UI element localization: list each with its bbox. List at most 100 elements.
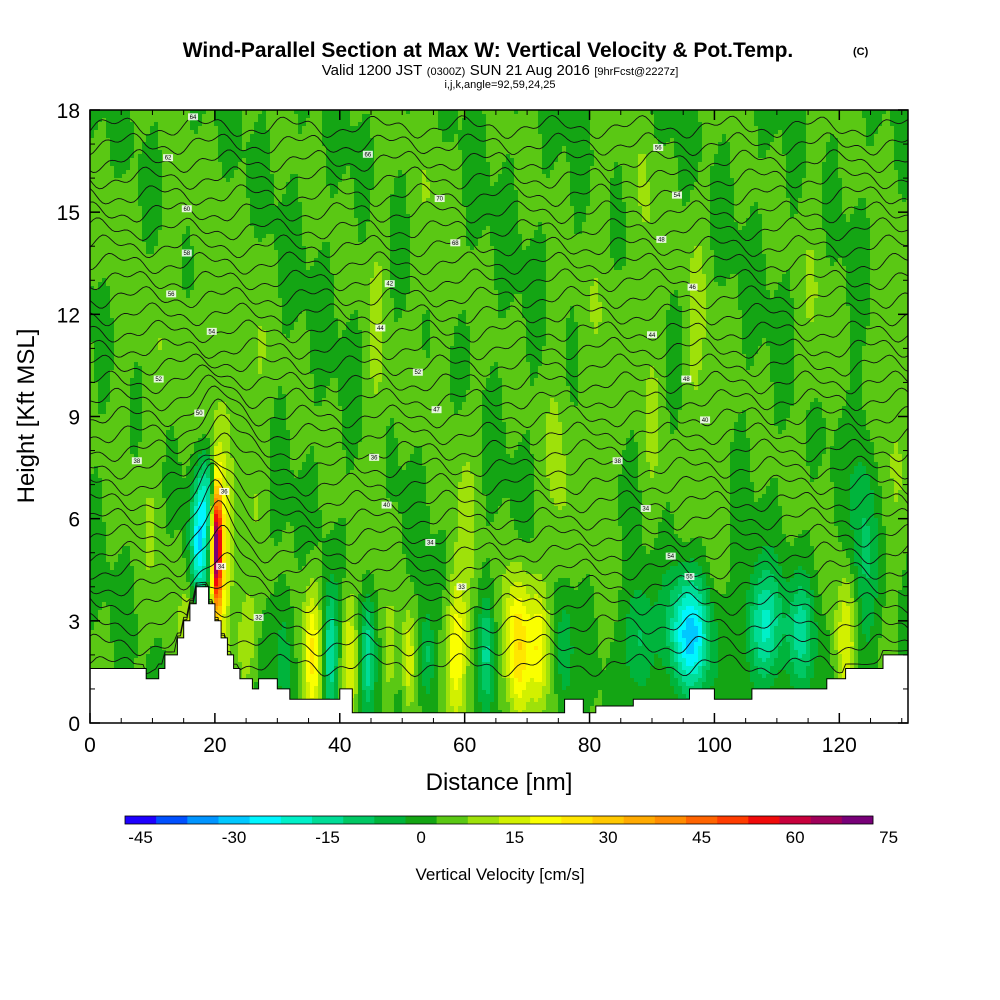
velocity-cell (150, 242, 155, 247)
velocity-cell (162, 350, 167, 355)
velocity-cell (118, 210, 123, 215)
velocity-cell (134, 158, 139, 163)
velocity-cell (110, 514, 115, 519)
velocity-cell (182, 142, 187, 147)
velocity-cell (130, 630, 135, 635)
velocity-cell (118, 194, 123, 199)
velocity-cell (198, 234, 203, 239)
velocity-cell (98, 130, 103, 135)
velocity-cell (182, 422, 187, 427)
velocity-cell (130, 302, 135, 307)
velocity-cell (110, 498, 115, 503)
velocity-cell (98, 610, 103, 615)
velocity-cell (174, 554, 179, 559)
velocity-cell (174, 566, 179, 571)
velocity-cell (122, 222, 127, 227)
velocity-cell (154, 530, 159, 535)
velocity-cell (94, 334, 99, 339)
velocity-cell (98, 486, 103, 491)
velocity-cell (210, 154, 215, 159)
velocity-cell (210, 514, 215, 519)
velocity-cell (218, 142, 223, 147)
velocity-cell (126, 546, 131, 551)
velocity-cell (114, 194, 119, 199)
velocity-cell (174, 546, 179, 551)
velocity-cell (118, 434, 123, 439)
velocity-cell (146, 342, 151, 347)
velocity-cell (98, 126, 103, 131)
velocity-cell (202, 510, 207, 515)
velocity-cell (166, 582, 171, 587)
velocity-cell (206, 282, 211, 287)
velocity-cell (94, 290, 99, 295)
velocity-cell (102, 286, 107, 291)
velocity-cell (154, 618, 159, 623)
velocity-cell (106, 414, 111, 419)
velocity-cell (202, 482, 207, 487)
velocity-cell (182, 594, 187, 599)
velocity-cell (154, 206, 159, 211)
velocity-cell (106, 326, 111, 331)
velocity-cell (206, 286, 211, 291)
velocity-cell (106, 482, 111, 487)
velocity-cell (166, 166, 171, 171)
velocity-cell (210, 590, 215, 595)
velocity-cell (98, 394, 103, 399)
velocity-cell (198, 246, 203, 251)
velocity-cell (126, 662, 131, 667)
velocity-cell (170, 430, 175, 435)
velocity-cell (114, 322, 119, 327)
velocity-cell (118, 502, 123, 507)
velocity-cell (106, 242, 111, 247)
velocity-cell (174, 330, 179, 335)
velocity-cell (110, 546, 115, 551)
velocity-cell (146, 630, 151, 635)
velocity-cell (142, 378, 147, 383)
velocity-cell (134, 514, 139, 519)
velocity-cell (210, 558, 215, 563)
velocity-cell (106, 386, 111, 391)
velocity-cell (158, 150, 163, 155)
velocity-cell (170, 334, 175, 339)
velocity-cell (190, 402, 195, 407)
velocity-cell (146, 162, 151, 167)
velocity-cell (166, 170, 171, 175)
velocity-cell (146, 598, 151, 603)
velocity-cell (142, 154, 147, 159)
velocity-cell (162, 354, 167, 359)
velocity-cell (150, 430, 155, 435)
velocity-cell (118, 246, 123, 251)
velocity-cell (146, 522, 151, 527)
velocity-cell (206, 310, 211, 315)
velocity-cell (174, 194, 179, 199)
velocity-cell (174, 262, 179, 267)
velocity-cell (186, 586, 191, 591)
velocity-cell (190, 302, 195, 307)
velocity-cell (126, 322, 131, 327)
velocity-cell (106, 142, 111, 147)
velocity-cell (210, 414, 215, 419)
velocity-cell (218, 254, 223, 259)
velocity-cell (142, 366, 147, 371)
velocity-cell (118, 166, 123, 171)
velocity-cell (158, 302, 163, 307)
velocity-cell (122, 650, 127, 655)
velocity-cell (150, 450, 155, 455)
velocity-cell (126, 462, 131, 467)
velocity-cell (154, 350, 159, 355)
velocity-cell (162, 486, 167, 491)
velocity-cell (170, 362, 175, 367)
velocity-cell (102, 174, 107, 179)
velocity-cell (102, 378, 107, 383)
velocity-cell (122, 518, 127, 523)
velocity-cell (126, 286, 131, 291)
velocity-cell (202, 530, 207, 535)
velocity-cell (126, 590, 131, 595)
velocity-cell (182, 470, 187, 475)
velocity-cell (98, 114, 103, 119)
velocity-cell (194, 126, 199, 131)
velocity-cell (110, 146, 115, 151)
velocity-cell (150, 558, 155, 563)
velocity-cell (122, 130, 127, 135)
velocity-cell (186, 322, 191, 327)
